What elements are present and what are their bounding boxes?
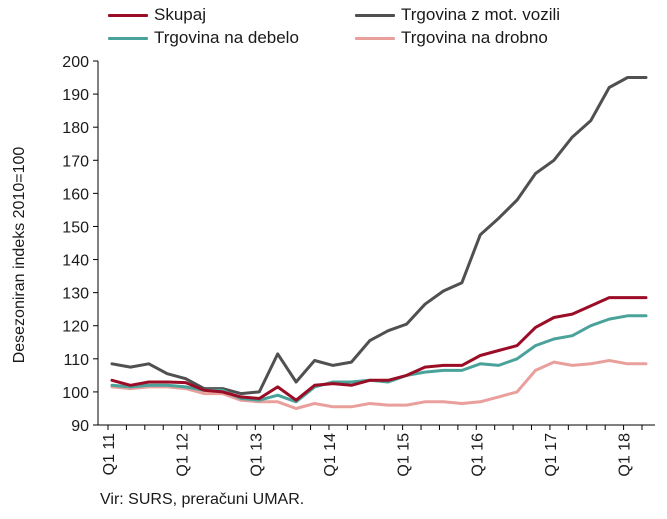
legend-label-motor-vehicles: Trgovina z mot. vozili [401,5,561,24]
legend-swatch-skupaj [108,13,148,17]
y-tick-label: 180 [62,120,89,137]
legend-swatch-motor-vehicles [355,13,395,17]
x-tick-label: Q1 12 [175,433,192,477]
y-tick-label: 140 [62,253,89,270]
legend-label-retail: Trgovina na drobno [401,28,548,47]
y-tick-label: 170 [62,153,89,170]
series-line-1 [110,76,648,396]
y-tick-label: 100 [62,385,89,402]
x-tick-label: Q1 13 [248,433,265,477]
x-tick-label: Q1 17 [543,433,560,477]
legend-swatch-wholesale [108,36,148,40]
y-axis-label: Desezoniran indeks 2010=100 [11,146,28,364]
y-tick-label: 110 [63,352,89,369]
x-tick-label: Q1 16 [469,433,486,477]
legend-item-motor-vehicles: Trgovina z mot. vozili [355,5,560,25]
y-tick-label: 120 [62,319,89,336]
source-note: Vir: SURS, preračuni UMAR. [100,491,305,508]
y-tick-label: 150 [62,219,89,236]
legend-item-skupaj: Skupaj [108,5,206,25]
series-line-2 [110,314,648,404]
legend-label-wholesale: Trgovina na debelo [154,28,299,47]
series-line-0 [110,296,648,402]
legend-item-wholesale: Trgovina na debelo [108,28,299,48]
legend: Skupaj Trgovina z mot. vozili Trgovina n… [0,2,667,50]
series-line-3 [110,359,648,410]
y-tick-label: 190 [62,87,89,104]
y-tick-label: 90 [71,418,89,435]
x-tick-label: Q1 18 [617,433,634,477]
x-tick-label: Q1 11 [101,433,118,476]
x-tick-label: Q1 14 [322,433,339,477]
y-tick-label: 130 [62,286,89,303]
y-tick-label: 160 [62,186,89,203]
x-tick-label: Q1 15 [396,433,413,477]
y-tick-label: 200 [62,54,89,71]
legend-label-skupaj: Skupaj [154,5,206,24]
legend-item-retail: Trgovina na drobno [355,28,548,48]
legend-swatch-retail [355,36,395,40]
